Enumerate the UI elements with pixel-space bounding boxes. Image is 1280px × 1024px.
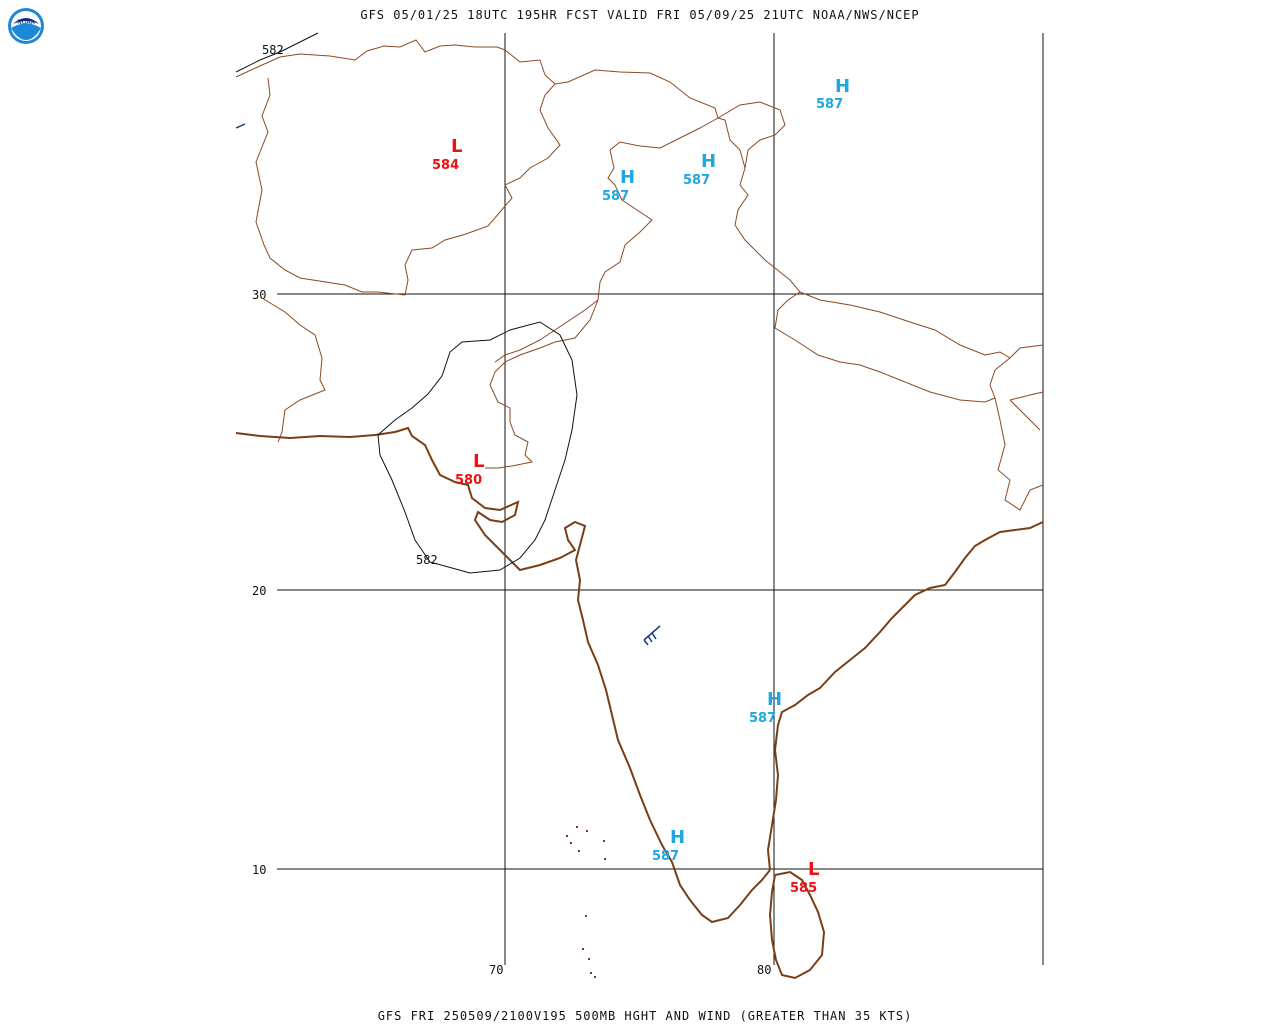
map-title: GFS 05/01/25 18UTC 195HR FCST VALID FRI … [360, 8, 920, 22]
high-center-north: H 587 [816, 76, 850, 112]
low-value: 584 [432, 158, 459, 173]
high-value: 587 [683, 173, 710, 188]
lon-label-70: 70 [489, 963, 503, 977]
high-marker: H [767, 689, 782, 710]
bay-of-bengal-coast [766, 521, 1044, 871]
wind-barb-icon [643, 625, 661, 646]
afghan-west-border [255, 77, 561, 296]
high-value: 587 [652, 849, 679, 864]
iran-pakistan-border [261, 297, 326, 443]
low-center-585: L 585 [790, 859, 819, 896]
contour-582-closed [377, 321, 578, 574]
country-borders [235, 39, 1044, 511]
low-value: 585 [790, 881, 817, 896]
wind-barb-icon [235, 123, 246, 129]
lon-label-80: 80 [757, 963, 771, 977]
islands [566, 826, 606, 978]
height-contours [235, 32, 578, 574]
high-center-south: H 587 [652, 827, 685, 864]
noaa-logo-text: NOAA [17, 19, 35, 26]
contour-label-582-northwest: 582 [262, 43, 284, 57]
india-east-border [1009, 391, 1044, 431]
map-caption: GFS FRI 250509/2100V195 500MB HGHT AND W… [377, 1009, 913, 1023]
high-center-kashmir: H 587 [683, 151, 716, 188]
noaa-logo-icon: NOAA [8, 8, 44, 44]
high-marker: H [670, 827, 685, 848]
coastlines [235, 426, 1044, 980]
afghanistan-border [235, 39, 719, 119]
pressure-centers: L 584 L 580 L 585 H 587 H 587 H 587 H 58… [432, 76, 850, 896]
low-center-580: L 580 [455, 451, 484, 488]
low-marker: L [808, 859, 819, 880]
high-value: 587 [749, 711, 776, 726]
pakistan-india-border [485, 299, 599, 469]
contour-labels: 582 582 [262, 43, 438, 567]
low-center-584: L 584 [432, 136, 462, 173]
kashmir-border [717, 101, 786, 169]
sri-lanka-coast [768, 870, 826, 980]
low-marker: L [473, 451, 484, 472]
grid-labels: 30 20 10 70 80 [252, 288, 771, 977]
nepal-border [799, 291, 1011, 359]
afghanistan-pakistan-border [494, 117, 719, 363]
contour-label-582-closed: 582 [416, 553, 438, 567]
high-center-pakistan: H 587 [602, 167, 635, 204]
high-marker: H [701, 151, 716, 172]
arabian-sea-coast [235, 426, 771, 924]
wind-barbs [235, 123, 661, 646]
high-center-east-coast: H 587 [749, 689, 782, 726]
low-value: 580 [455, 473, 482, 488]
bhutan-bangladesh-border [989, 344, 1044, 511]
low-marker: L [451, 136, 462, 157]
high-value: 587 [602, 189, 629, 204]
high-marker: H [620, 167, 635, 188]
lat-label-20: 20 [252, 584, 266, 598]
high-value: 587 [816, 97, 843, 112]
high-marker: H [835, 76, 850, 97]
grid-lines [277, 33, 1044, 965]
india-china-border [717, 117, 996, 403]
lat-label-10: 10 [252, 863, 266, 877]
contour-582-northwest [235, 32, 319, 73]
